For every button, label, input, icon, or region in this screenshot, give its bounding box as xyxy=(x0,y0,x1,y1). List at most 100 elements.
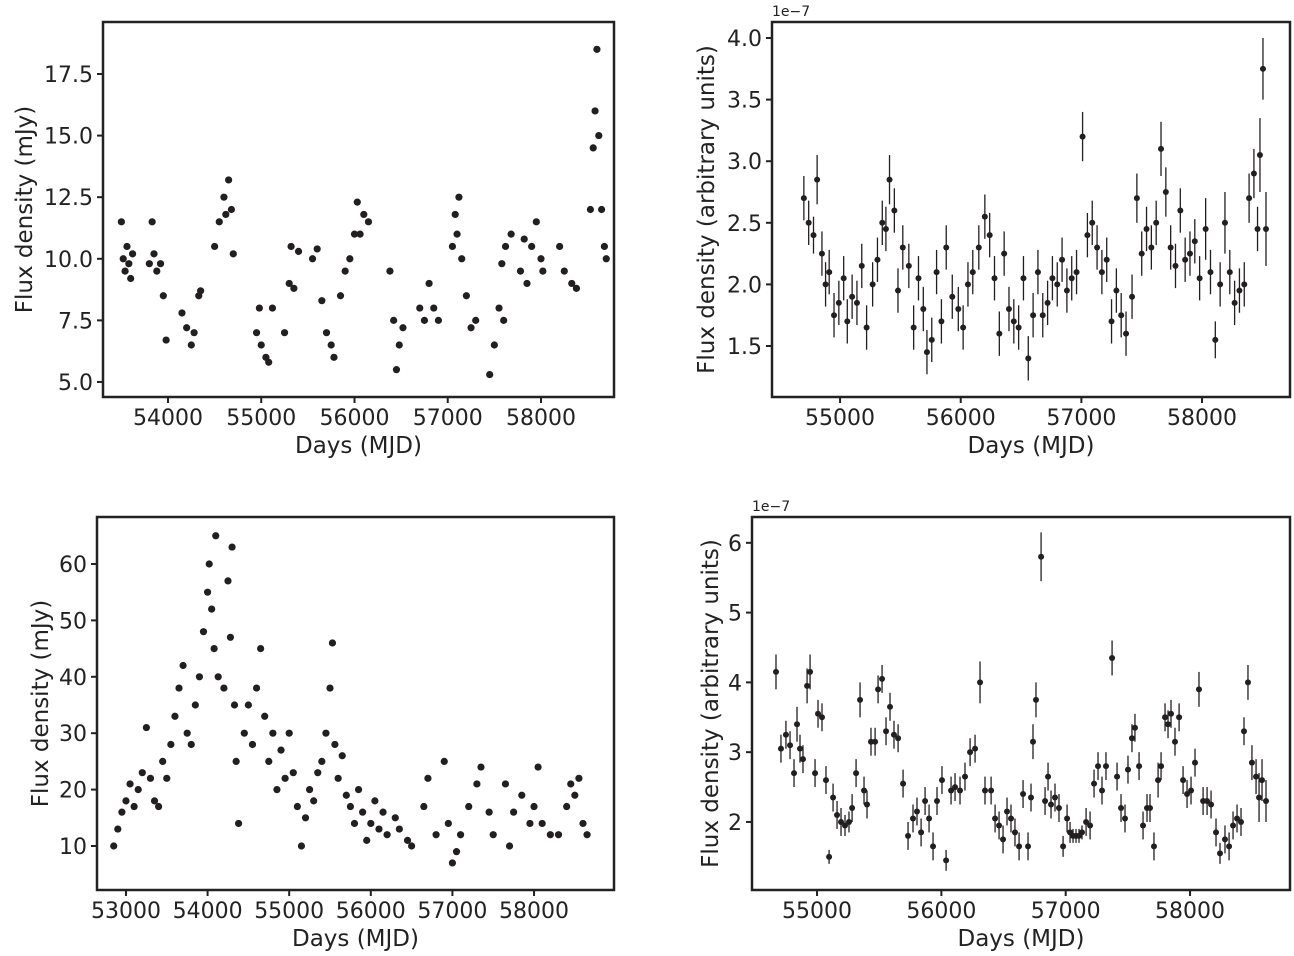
y-tick-label: 7.5 xyxy=(58,309,93,334)
axes-frame xyxy=(750,515,1292,892)
y-tick-label: 15.0 xyxy=(44,125,93,150)
data-point xyxy=(146,774,155,782)
data-point xyxy=(1191,238,1198,245)
x-tick-label: 55000 xyxy=(254,899,324,924)
data-point xyxy=(123,242,131,251)
data-point xyxy=(791,770,798,777)
data-point xyxy=(1244,679,1251,686)
data-point xyxy=(330,353,338,361)
data-point xyxy=(338,752,346,760)
data-point xyxy=(1221,219,1228,226)
data-point xyxy=(804,682,811,689)
data-point xyxy=(602,255,610,263)
data-point xyxy=(818,250,825,257)
data-point xyxy=(1221,836,1228,843)
data-point xyxy=(451,210,459,219)
data-point xyxy=(395,825,403,833)
x-tick-label: 56000 xyxy=(906,899,976,924)
data-point xyxy=(252,329,261,337)
data-point xyxy=(392,366,401,374)
data-point xyxy=(879,219,886,226)
data-point xyxy=(155,802,163,811)
data-point xyxy=(114,825,122,833)
data-point xyxy=(1162,714,1169,721)
data-point xyxy=(269,729,277,737)
data-point xyxy=(1063,287,1070,294)
data-point xyxy=(162,336,170,344)
data-point xyxy=(127,274,135,283)
data-point xyxy=(895,735,902,742)
data-point xyxy=(532,218,540,226)
data-point xyxy=(191,701,199,709)
data-point xyxy=(943,857,950,864)
data-point xyxy=(346,802,354,811)
x-axis-label: Days (MJD) xyxy=(968,433,1095,459)
data-point xyxy=(257,644,265,653)
y-tick-label: 3.5 xyxy=(727,89,762,114)
data-point xyxy=(211,242,219,251)
data-point xyxy=(244,701,252,709)
data-point xyxy=(955,306,962,313)
data-point xyxy=(128,250,137,258)
data-point xyxy=(1078,829,1085,836)
data-point xyxy=(313,245,321,253)
data-point xyxy=(964,281,971,288)
data-point xyxy=(1089,219,1096,226)
data-point xyxy=(819,714,826,721)
data-point xyxy=(448,242,457,251)
y-tick-label: 12.5 xyxy=(44,186,93,211)
data-point xyxy=(600,242,608,251)
data-point xyxy=(212,532,220,540)
y-tick-label: 1.5 xyxy=(727,335,762,360)
y-axis-label: Flux density (arbitrary units) xyxy=(694,45,720,374)
data-point xyxy=(1182,256,1189,263)
data-point xyxy=(1079,133,1086,140)
data-point xyxy=(285,279,293,288)
data-point xyxy=(353,198,361,206)
data-point xyxy=(167,740,175,749)
data-point xyxy=(383,831,391,839)
data-point xyxy=(215,218,223,226)
data-point xyxy=(1038,553,1045,560)
data-point xyxy=(142,723,150,732)
data-point xyxy=(996,330,1003,337)
data-point xyxy=(163,774,171,782)
data-point xyxy=(874,256,881,263)
data-point xyxy=(1136,763,1143,770)
data-point xyxy=(772,668,779,675)
data-point xyxy=(1143,225,1150,232)
data-point xyxy=(796,745,803,752)
data-point xyxy=(949,293,956,300)
data-point xyxy=(331,740,339,749)
data-point xyxy=(425,279,433,288)
data-point xyxy=(336,292,345,300)
data-point xyxy=(403,836,412,844)
data-point xyxy=(1226,843,1233,850)
data-point xyxy=(458,255,466,263)
data-point xyxy=(1011,829,1018,836)
data-point xyxy=(826,853,833,860)
data-point xyxy=(501,780,510,788)
x-tick-label: 57000 xyxy=(417,899,487,924)
data-point xyxy=(489,831,497,839)
data-point xyxy=(293,802,301,811)
data-point xyxy=(905,262,912,269)
data-point xyxy=(455,193,463,201)
data-point xyxy=(807,668,814,675)
data-point xyxy=(1263,798,1270,805)
data-point xyxy=(1171,738,1178,745)
data-point xyxy=(334,774,342,782)
data-point xyxy=(448,859,457,867)
data-point xyxy=(1129,293,1136,300)
data-point xyxy=(434,316,443,324)
data-point xyxy=(530,802,538,811)
data-point xyxy=(579,819,587,828)
data-point xyxy=(1114,773,1121,780)
data-point xyxy=(1153,219,1160,226)
data-point xyxy=(934,798,941,805)
data-point xyxy=(794,721,801,728)
data-point xyxy=(110,842,118,850)
data-point xyxy=(787,742,794,749)
data-point xyxy=(1102,763,1109,770)
